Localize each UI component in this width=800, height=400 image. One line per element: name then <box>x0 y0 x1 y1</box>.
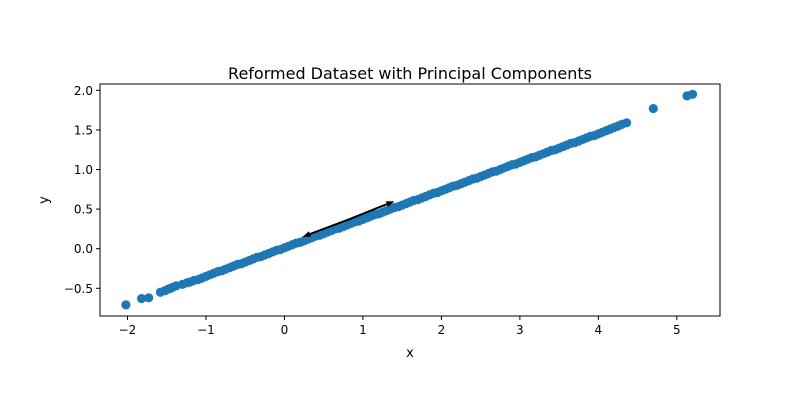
principal-component-arrow-shaft <box>309 218 350 235</box>
x-tick-label: 2 <box>438 323 446 337</box>
y-tick-label: 0.0 <box>74 242 93 256</box>
principal-component-arrow-shaft <box>348 203 388 221</box>
principal-component-arrow-head <box>385 201 395 207</box>
x-tick-label: 5 <box>673 323 681 337</box>
y-tick-label: 2.0 <box>74 84 93 98</box>
x-tick-label: −1 <box>197 323 215 337</box>
data-point <box>622 118 632 128</box>
data-point <box>687 89 698 99</box>
data-point <box>121 300 131 310</box>
x-tick-label: 3 <box>516 323 524 337</box>
principal-component-arrow-head <box>302 231 312 237</box>
principal-components-layer <box>302 201 395 237</box>
x-tick-label: 4 <box>595 323 603 337</box>
x-tick-label: −2 <box>119 323 137 337</box>
y-tick-label: 0.5 <box>74 203 93 217</box>
data-point <box>648 103 658 114</box>
chart-title: Reformed Dataset with Principal Componen… <box>228 64 592 83</box>
plot-frame <box>99 83 721 317</box>
data-point <box>144 293 154 303</box>
y-axis-ticks: −0.5 0.0 0.5 1.0 1.5 2.0 <box>64 84 100 296</box>
y-tick-label: 1.5 <box>74 123 93 137</box>
x-axis-label: x <box>406 346 414 361</box>
points-layer <box>121 89 698 310</box>
x-tick-label: 1 <box>359 323 367 337</box>
y-axis-label: y <box>37 196 52 204</box>
y-tick-label: 1.0 <box>74 163 93 177</box>
x-axis-ticks: −2 −1 0 1 2 3 4 5 <box>119 316 681 337</box>
x-tick-label: 0 <box>281 323 289 337</box>
y-tick-label: −0.5 <box>64 282 93 296</box>
data-point <box>136 293 147 304</box>
